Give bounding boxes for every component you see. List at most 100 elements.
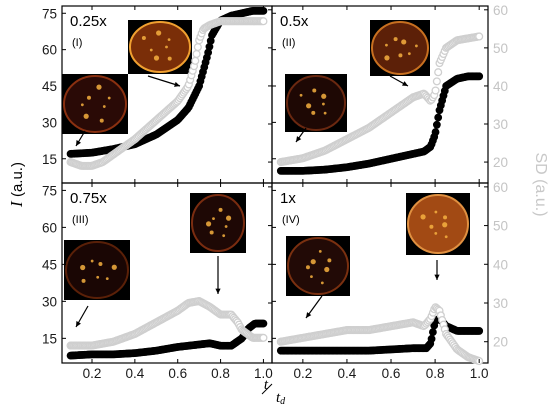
right-tick-label: 50: [493, 41, 508, 56]
intensity-point: [434, 113, 443, 122]
inset-speckle: [218, 207, 223, 212]
x-tick-label: 1.0: [470, 366, 489, 381]
left-tick-label: 15: [42, 331, 57, 346]
sd-point: [431, 86, 440, 95]
inset-speckle: [305, 265, 310, 270]
inset-speckle: [443, 215, 448, 220]
inset-arrow-head-3: [402, 81, 408, 86]
sd-point: [259, 17, 268, 26]
x-axis-label-numerator: t: [264, 377, 269, 393]
inset-speckle: [442, 222, 448, 228]
intensity-point: [475, 72, 484, 81]
inset-speckle: [165, 45, 168, 49]
inset-speckle: [105, 277, 109, 281]
right-tick-label: 30: [493, 117, 508, 132]
inset-speckle: [225, 215, 232, 221]
inset-speckle: [420, 214, 426, 220]
inset-droplet-8: [287, 237, 349, 295]
inset-speckle: [80, 103, 84, 107]
x-axis-label-slash: [261, 383, 273, 395]
inset-speckle: [81, 278, 86, 283]
panel-frame-4: [271, 182, 489, 364]
inset-speckle: [153, 55, 160, 61]
x-tick-label: 0.6: [382, 366, 401, 381]
left-tick-label: 60: [42, 220, 57, 235]
left-tick-label: 30: [42, 294, 57, 309]
inset-speckle: [324, 266, 330, 273]
inset-speckle: [434, 210, 438, 214]
inset-speckle: [323, 111, 327, 115]
inset-speckle: [429, 224, 434, 229]
right-tick-label: 40: [493, 79, 508, 94]
inset-speckle: [384, 55, 390, 61]
panel-label: 0.25x: [70, 13, 107, 30]
right-tick-label: 60: [493, 3, 508, 18]
x-tick-label: 1.0: [254, 366, 273, 381]
inset-speckle: [393, 37, 398, 42]
inset-speckle: [224, 225, 228, 228]
left-tick-label: 60: [42, 43, 57, 58]
inset-speckle: [141, 35, 146, 40]
x-tick-label: 0.2: [83, 366, 102, 381]
sd-point: [192, 49, 201, 59]
sd-point: [259, 333, 268, 342]
inset-speckle: [209, 230, 214, 235]
right-axis-label: SD (a.u.): [532, 152, 549, 216]
inset-speckle: [83, 113, 89, 119]
intensity-point: [259, 319, 268, 328]
right-tick-label: 30: [493, 296, 508, 311]
left-tick-label: 75: [42, 183, 57, 198]
panel-roman-numeral: (II): [282, 37, 295, 49]
inset-speckle: [99, 118, 104, 123]
right-tick-label: 60: [493, 180, 508, 195]
sd-point: [193, 43, 202, 52]
inset-speckle: [407, 52, 411, 56]
inset-arrow-head-7: [434, 274, 440, 280]
left-tick-label: 45: [42, 257, 57, 272]
sd-point: [475, 32, 484, 41]
inset-arrow-head-8: [306, 312, 312, 318]
x-tick-label: 0.8: [211, 366, 230, 381]
inset-speckle: [167, 38, 171, 42]
inset-speckle: [80, 264, 86, 271]
inset-speckle: [385, 43, 388, 47]
x-tick-label: 0.6: [168, 366, 187, 381]
inset-speckle: [310, 259, 316, 265]
panel-roman-numeral: (I): [72, 37, 82, 49]
inset-speckle: [222, 234, 226, 238]
inset-arrow-head-6: [76, 321, 81, 327]
inset-arrow-head-1: [174, 81, 180, 87]
inset-droplet-3: [371, 21, 429, 75]
intensity-point: [427, 334, 436, 343]
inset-droplet-4: [286, 75, 346, 131]
inset-speckle: [96, 84, 102, 90]
right-tick-label: 40: [493, 257, 508, 272]
inset-speckle: [86, 95, 91, 100]
inset-arrow-head-5: [215, 288, 221, 294]
inset-speckle: [401, 39, 407, 45]
x-tick-label: 0.4: [338, 366, 357, 381]
right-tick-label: 20: [493, 335, 508, 350]
sd-point: [434, 68, 443, 77]
inset-speckle: [311, 110, 316, 115]
inset-speckle: [321, 93, 327, 99]
inset-speckle: [434, 231, 438, 235]
inset-speckle: [398, 53, 403, 58]
intensity-point: [432, 120, 441, 129]
sd-point: [432, 77, 441, 86]
left-tick-label: 30: [42, 115, 57, 130]
inset-speckle: [98, 261, 103, 266]
inset-speckle: [310, 275, 313, 279]
inset-droplet-1: [129, 21, 191, 73]
inset-speckle: [90, 259, 94, 263]
inset-speckle: [167, 56, 172, 61]
inset-droplet-6: [65, 241, 129, 299]
x-tick-label: 0.2: [293, 366, 312, 381]
inset-arrow-head-4: [296, 136, 302, 142]
left-tick-label: 15: [42, 152, 57, 167]
inset-droplet-7: [407, 194, 469, 254]
inset-arrow-1: [147, 75, 181, 87]
intensity-point: [431, 128, 440, 136]
inset-speckle: [205, 221, 212, 227]
